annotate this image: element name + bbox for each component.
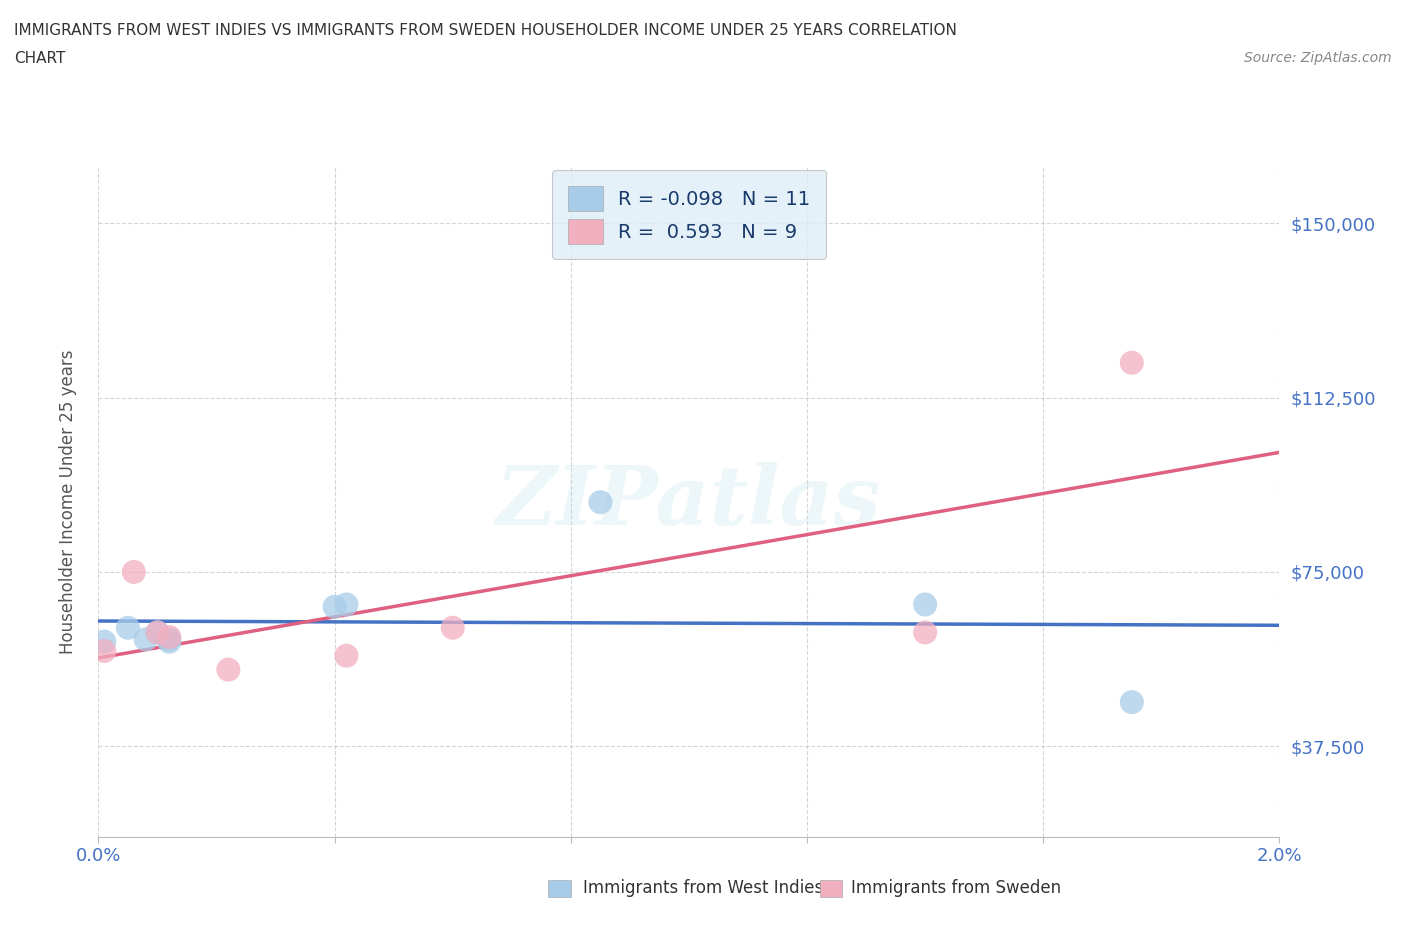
Point	[1121, 695, 1143, 710]
Point	[335, 648, 357, 663]
Point	[914, 625, 936, 640]
Point	[157, 634, 180, 649]
Point	[914, 597, 936, 612]
Point	[93, 634, 115, 649]
Legend: R = -0.098   N = 11, R =  0.593   N = 9: R = -0.098 N = 11, R = 0.593 N = 9	[553, 170, 825, 259]
Point	[157, 630, 180, 644]
Point	[323, 600, 346, 615]
Point	[335, 597, 357, 612]
Point	[1121, 355, 1143, 370]
Point	[146, 625, 169, 640]
Point	[122, 565, 145, 579]
Text: CHART: CHART	[14, 51, 66, 66]
Point	[146, 625, 169, 640]
Point	[589, 495, 612, 510]
Point	[441, 620, 464, 635]
Text: Source: ZipAtlas.com: Source: ZipAtlas.com	[1244, 51, 1392, 65]
Point	[217, 662, 239, 677]
Point	[93, 644, 115, 658]
Point	[117, 620, 139, 635]
Point	[157, 632, 180, 647]
Y-axis label: Householder Income Under 25 years: Householder Income Under 25 years	[59, 350, 77, 655]
Text: Immigrants from Sweden: Immigrants from Sweden	[851, 879, 1060, 897]
Text: ZIPatlas: ZIPatlas	[496, 462, 882, 542]
Text: Immigrants from West Indies: Immigrants from West Indies	[583, 879, 824, 897]
Text: IMMIGRANTS FROM WEST INDIES VS IMMIGRANTS FROM SWEDEN HOUSEHOLDER INCOME UNDER 2: IMMIGRANTS FROM WEST INDIES VS IMMIGRANT…	[14, 23, 957, 38]
Point	[135, 632, 157, 647]
